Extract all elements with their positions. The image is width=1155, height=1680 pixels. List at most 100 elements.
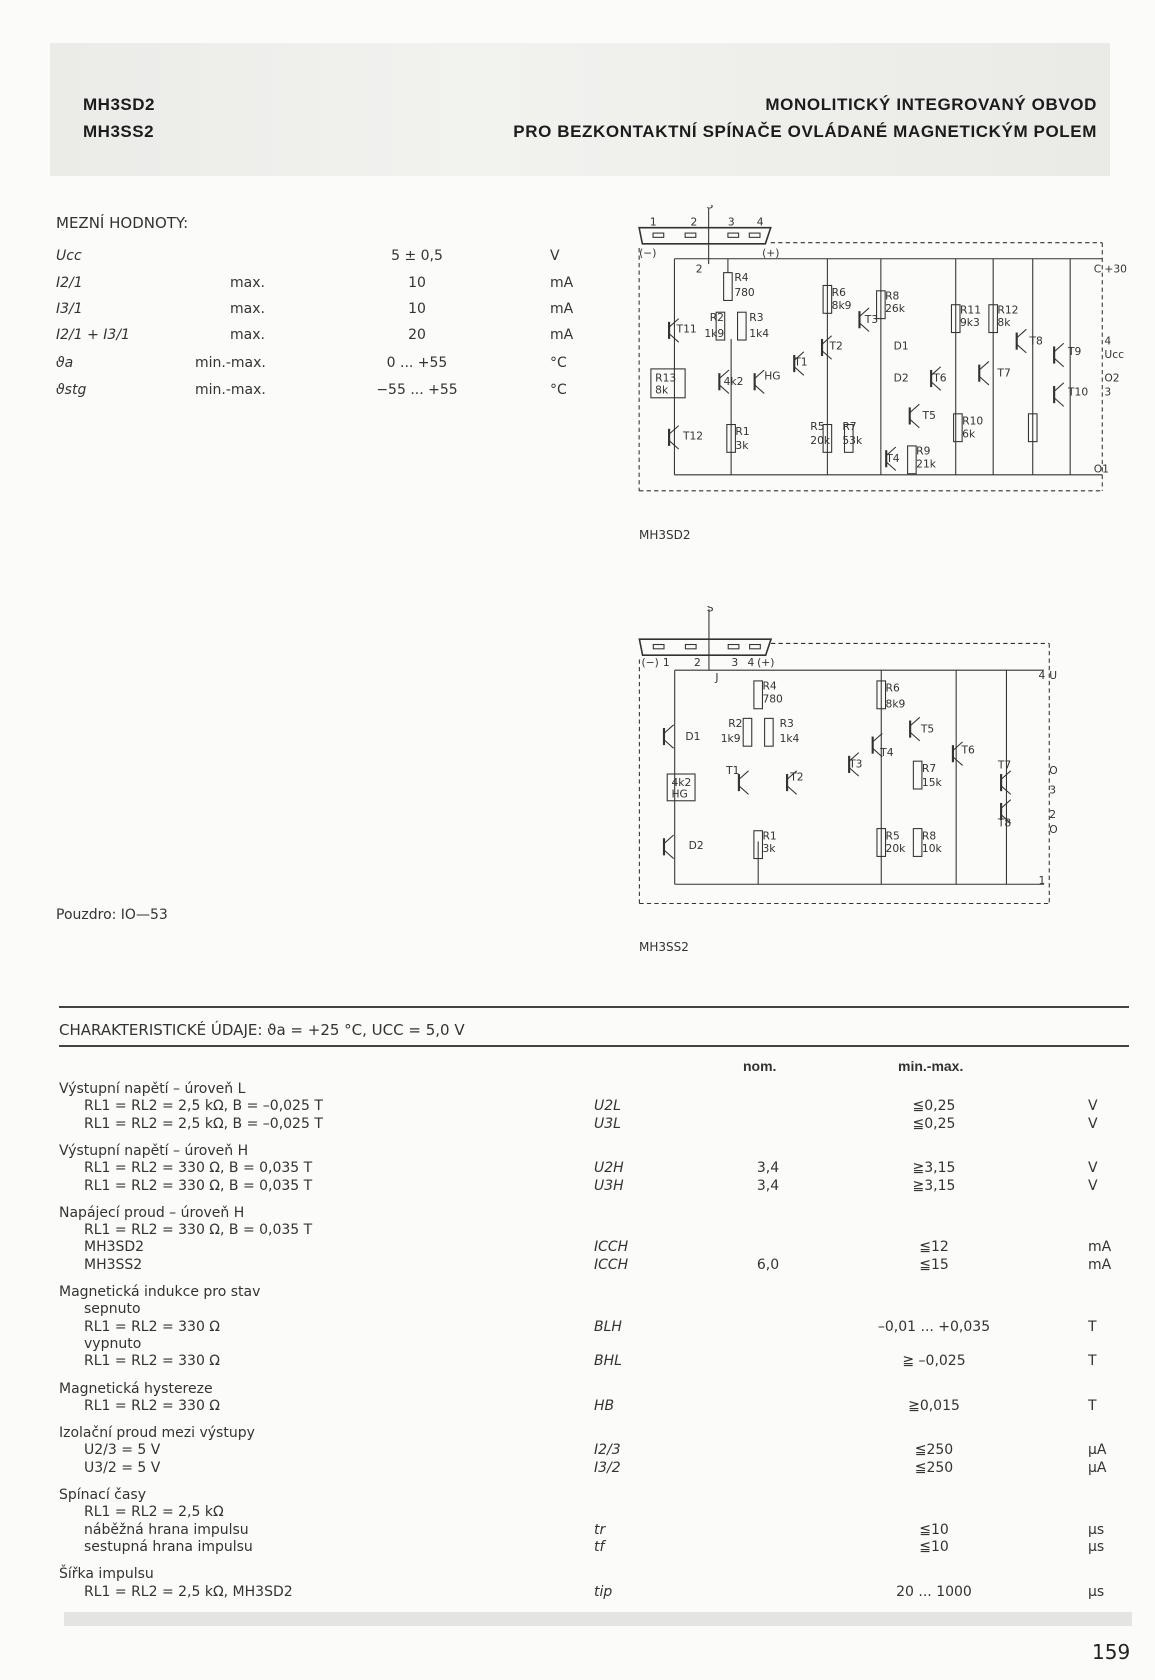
- limit-qualifier: max.: [230, 327, 265, 343]
- symbol: U2H: [594, 1160, 624, 1177]
- condition: MH3SS2: [84, 1256, 143, 1273]
- circuit-label: 3k: [735, 439, 749, 452]
- group-title: Magnetická hystereze: [0, 1381, 1155, 1398]
- circuit-label: 4: [757, 216, 764, 229]
- circuit-label: D2: [689, 839, 704, 852]
- circuit-label: 4: [1039, 669, 1046, 682]
- condition: RL1 = RL2 = 330 Ω, B = 0,035 T: [84, 1222, 313, 1239]
- wire: [859, 307, 870, 317]
- footer-band: [64, 1612, 1132, 1626]
- group-title-text: Magnetická indukce pro stav: [59, 1284, 261, 1300]
- circuit-label: 780: [734, 286, 755, 299]
- package-outline: [638, 638, 773, 657]
- table-row: RL1 = RL2 = 330 Ω, B = 0,035 T U3H 3,4 ≧3,1…: [0, 1178, 1155, 1195]
- doc-title-line2: PRO BEZKONTAKTNÍ SPÍNAČE OVLÁDANÉ MAGNET…: [513, 122, 1097, 141]
- table-row: RL1 = RL2 = 2,5 kΩ, B = –0,025 T U2L ≦0,25…: [0, 1098, 1155, 1115]
- circuit-label: 8k: [997, 316, 1011, 329]
- unit: V: [1088, 1115, 1098, 1132]
- wire: [754, 384, 765, 394]
- circuit-label: 3: [1049, 783, 1056, 796]
- circuit-label: R6: [886, 682, 900, 695]
- wire: [663, 724, 674, 734]
- wire: [754, 369, 765, 379]
- wire: [668, 425, 680, 435]
- minmax-value: ≦250: [914, 1459, 954, 1476]
- circuit-label: (−): [639, 247, 656, 260]
- circuit-label: 1k9: [721, 732, 741, 745]
- minmax-value: ≦250: [914, 1442, 954, 1459]
- circuit-label: R7: [842, 420, 856, 433]
- circuit-label: O2: [1049, 823, 1057, 836]
- circuit-label: HG: [764, 370, 780, 383]
- header-band: [50, 43, 1110, 176]
- minmax-value: ≦10: [919, 1521, 949, 1538]
- resistor: [715, 311, 726, 341]
- condition: RL1 = RL2 = 2,5 kΩ, B = –0,025 T: [84, 1115, 323, 1132]
- limit-unit: mA: [550, 327, 574, 343]
- circuit-label: 10k: [922, 842, 943, 855]
- pin-pad: [748, 232, 761, 238]
- nom-value: 6,0: [756, 1256, 780, 1273]
- package-outline: [638, 226, 772, 245]
- resistor: [953, 413, 963, 443]
- limit-unit: °C: [550, 355, 567, 371]
- symbol: U2L: [594, 1098, 621, 1115]
- circuit-label: 6k: [962, 427, 976, 440]
- limit-value: 10: [408, 275, 426, 291]
- divider: [59, 1006, 1129, 1008]
- circuit-label: Ucc: [1049, 669, 1057, 682]
- symbol: I2/3: [594, 1442, 621, 1459]
- circuit-label: S: [707, 205, 714, 211]
- unit: μA: [1088, 1459, 1107, 1476]
- unit: μs: [1088, 1538, 1105, 1555]
- wire: [859, 322, 870, 332]
- circuit-label: R2: [728, 717, 742, 730]
- wire: [668, 440, 680, 450]
- unit: μs: [1088, 1583, 1105, 1600]
- limit-symbol: ϑa: [56, 355, 74, 371]
- group-title: Spínací časy: [0, 1487, 1155, 1504]
- wire: [872, 747, 883, 758]
- wire: [668, 318, 680, 328]
- wire: [793, 366, 805, 376]
- unit: T: [1088, 1318, 1097, 1335]
- circuit-diagram-mh3sd2: S1234(−)(+)R4780R21k9R31k4R68k9R826kR119…: [638, 205, 1127, 492]
- table-row: RL1 = RL2 = 2,5 kΩ: [0, 1504, 1155, 1521]
- package-info: Pouzdro: IO—53: [56, 907, 168, 923]
- table-row: vypnuto: [0, 1336, 1155, 1353]
- circuit-label: 1k4: [749, 327, 769, 340]
- table-row: sepnuto: [0, 1301, 1155, 1318]
- wire: [663, 834, 674, 844]
- minmax-value: –0,01 ... +0,035: [877, 1318, 991, 1335]
- table-row: MH3SS2 ICCH 6,0 ≦15 mA: [0, 1257, 1155, 1274]
- circuit-label: (+): [762, 247, 779, 260]
- minmax-value: ≦12: [919, 1239, 949, 1256]
- minmax-value: ≦10: [919, 1538, 949, 1555]
- circuit-label: 3: [728, 216, 735, 229]
- circuit-label: 2: [696, 263, 703, 276]
- circuit-label: 4k2: [724, 375, 744, 388]
- wire: [668, 333, 680, 343]
- wire: [1053, 357, 1065, 368]
- resistor: [742, 717, 753, 747]
- circuit-label: T11: [676, 323, 697, 336]
- circuit-label: T1: [725, 764, 739, 777]
- unit: T: [1088, 1353, 1097, 1370]
- wire: [952, 756, 963, 766]
- limit-value: 0 ... +55: [386, 355, 448, 371]
- condition: RL1 = RL2 = 330 Ω: [84, 1397, 221, 1414]
- circuit-caption-mh3ss2: MH3SS2: [639, 940, 689, 954]
- wire: [821, 335, 833, 345]
- minmax-value: ≧3,15: [912, 1177, 956, 1194]
- unit: mA: [1088, 1256, 1112, 1273]
- pin-pad: [652, 643, 665, 650]
- condition: sepnuto: [84, 1301, 141, 1318]
- limit-qualifier: max.: [230, 301, 265, 317]
- circuit-label: R5: [810, 420, 824, 433]
- circuit-label: O1: [1049, 764, 1057, 777]
- circuit-label: T3: [848, 758, 862, 771]
- circuit-label: R3: [749, 311, 763, 324]
- symbol: tf: [594, 1538, 605, 1555]
- wire: [909, 716, 921, 727]
- limit-unit: °C: [550, 382, 567, 398]
